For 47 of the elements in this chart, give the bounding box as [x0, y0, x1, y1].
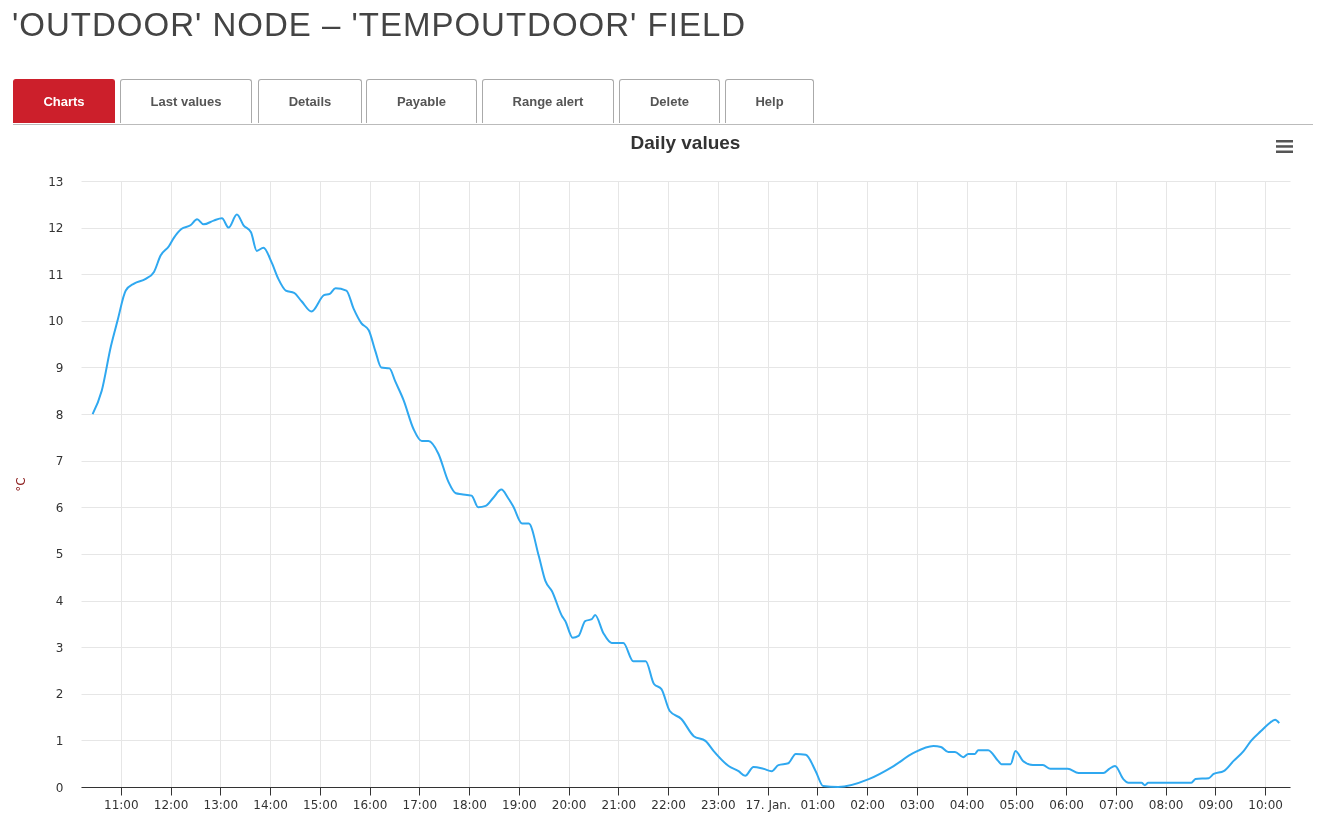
y-tick-label: 8	[55, 407, 64, 422]
text: Range alert	[482, 79, 614, 123]
y-tick-label: 5	[55, 547, 64, 562]
y-tick-label: 2	[55, 687, 64, 702]
x-tick-label: 10:00	[1248, 797, 1283, 812]
x-tick-label: 22:00	[651, 797, 686, 812]
x-tick-label: 21:00	[601, 797, 637, 812]
text: Payable	[366, 79, 477, 123]
y-tick-label: 11	[48, 267, 64, 282]
text: Help	[725, 79, 814, 123]
x-tick-label: 23:00	[701, 797, 736, 812]
y-tick-label: 6	[55, 500, 64, 515]
x-tick-label: 18:00	[452, 797, 487, 812]
x-tick-label: 16:00	[352, 797, 388, 812]
x-tick-label: 13:00	[203, 797, 239, 812]
chart-title: 'OUTDOOR' NODE – 'TEMPOUTDOOR' FIELD	[12, 6, 747, 44]
x-tick-label: 05:00	[999, 797, 1035, 812]
chart-subtitle: Daily values	[630, 132, 741, 153]
text: Last values	[120, 79, 252, 123]
x-tick-label: 06:00	[1049, 797, 1084, 812]
x-tick-label: 14:00	[253, 797, 288, 812]
x-tick-label: 01:00	[800, 797, 836, 812]
x-tick-label: 03:00	[900, 797, 935, 812]
x-tick-label: 11:00	[104, 797, 139, 812]
y-tick-label: 12	[48, 221, 64, 236]
x-tick-label: 07:00	[1099, 797, 1134, 812]
y-tick-label: 10	[48, 314, 64, 329]
x-tick-label: 12:00	[153, 797, 189, 812]
y-tick-label: 3	[55, 640, 64, 655]
x-tick-label: 17:00	[402, 797, 438, 812]
x-tick-label: 20:00	[551, 797, 587, 812]
y-tick-label: 1	[55, 733, 64, 748]
x-tick-label: 19:00	[502, 797, 537, 812]
x-tick-label: 15:00	[303, 797, 338, 812]
x-tick-label: 09:00	[1198, 797, 1234, 812]
y-tick-label: 7	[55, 454, 64, 469]
x-tick-label: 02:00	[850, 797, 885, 812]
y-tick-label: 9	[55, 360, 64, 375]
y-axis-title: °C	[14, 477, 29, 492]
y-tick-label: 13	[48, 174, 64, 189]
x-tick-label: 08:00	[1148, 797, 1184, 812]
text: Details	[258, 79, 362, 123]
y-tick-label: 0	[55, 780, 64, 795]
x-tick-label: 04:00	[949, 797, 985, 812]
y-tick-label: 4	[55, 594, 64, 609]
text: Delete	[619, 79, 720, 123]
x-tick-label: 17. Jan.	[745, 797, 791, 812]
